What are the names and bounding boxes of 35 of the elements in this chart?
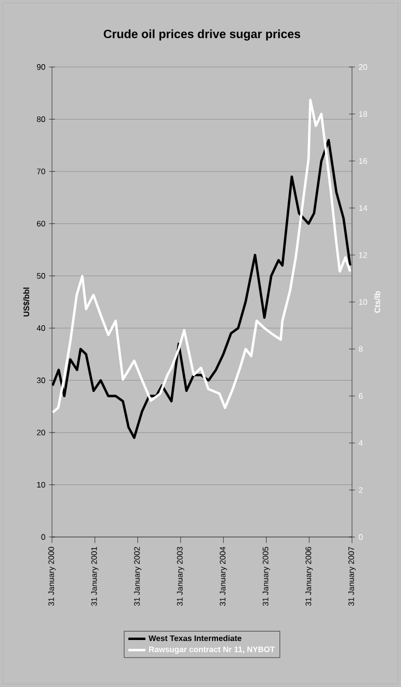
y2-tick-label: 18 [359,111,368,117]
y-tick-label: 0 [41,534,46,540]
y2-tick-label: 14 [359,205,368,211]
y-tick-label: 70 [36,168,46,174]
y2-axis-title: Cts/lb [374,291,380,313]
chart-title: Crude oil prices drive sugar prices [104,29,300,41]
x-tick-label: 31 January 2004 [220,546,228,606]
x-tick-label: 31 January 2003 [176,546,184,606]
y-tick-label: 40 [36,325,46,331]
y-tick-label: 90 [36,64,46,70]
y2-tick-label: 4 [358,440,363,446]
y2-tick-label: 16 [359,158,368,164]
x-tick-label: 31 January 2000 [48,546,56,606]
legend-label: West Texas Intermediate [148,635,242,642]
y2-tick-label: 12 [359,252,368,258]
x-tick-label: 31 January 2006 [306,546,313,606]
y-axis-title: US$/bbl [23,288,30,316]
y-tick-label: 80 [36,116,46,122]
y-tick-label: 30 [36,378,46,384]
y-tick-label: 20 [36,430,46,436]
y-tick-label: 10 [37,482,46,488]
y-tick-label: 50 [36,273,46,279]
legend-label: Rawsugar contract Nr 11, NYBOT [149,646,275,654]
y2-tick-label: 20 [358,64,368,70]
x-tick-label: 31 January 2002 [134,546,142,606]
y2-tick-label: 8 [358,346,363,352]
y2-tick-label: 0 [358,534,363,540]
y2-tick-label: 2 [358,487,363,493]
y-tick-label: 60 [36,220,46,226]
x-tick-label: 31 January 2007 [348,546,356,606]
y2-tick-label: 10 [359,299,368,305]
x-tick-label: 31 January 2001 [91,546,98,606]
x-tick-label: 31 January 2005 [262,546,270,606]
line-series [52,98,352,414]
y2-tick-label: 6 [358,393,363,399]
